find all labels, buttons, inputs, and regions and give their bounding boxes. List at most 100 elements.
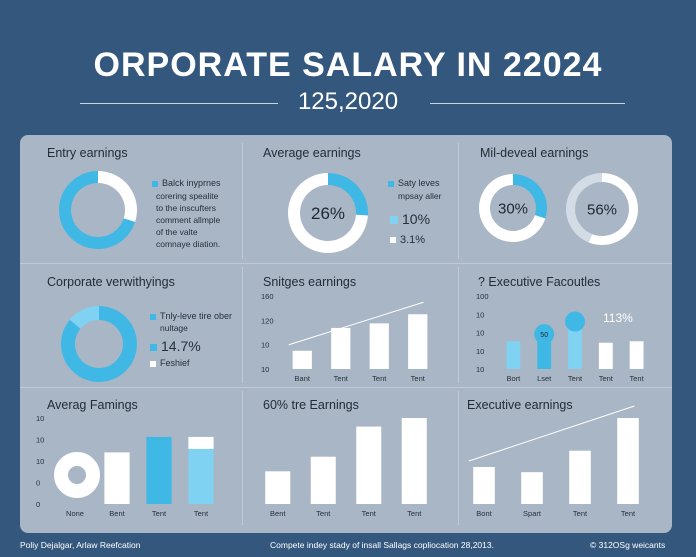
mid1-center-label: 30% [498, 200, 528, 217]
entry-slice-0 [98, 171, 137, 223]
divider [458, 143, 459, 259]
tre-x-label-3: Tent [407, 509, 422, 518]
exec_bottom-bar-3 [617, 418, 639, 504]
average-legend-label: Saty leves [398, 178, 440, 188]
divider [20, 263, 672, 264]
exec-bottom-bar-chart: Bont Spart Tent Tent [468, 405, 639, 518]
corporate-legend-1-label: Tnly-leve tire ober [160, 311, 233, 321]
salaries-bar-3 [408, 314, 428, 369]
executive_top-y-tick: 10 [476, 310, 484, 319]
legend-swatch [150, 313, 156, 320]
executive_top-x-label-1: Lset [537, 374, 552, 383]
salaries-x-label-3: Tent [411, 374, 426, 383]
divider [20, 387, 672, 388]
tre-x-label-1: Tent [316, 509, 331, 518]
avg_bottom-y-tick: 10 [36, 414, 44, 423]
average-legend-sub: mpsay aller [398, 191, 442, 201]
divider [242, 391, 243, 525]
salaries-bar-0 [292, 350, 312, 369]
divider [458, 391, 459, 525]
mid2-slice-1 [566, 173, 602, 243]
entry-note-line: to the inscufters [156, 203, 217, 213]
executive_top-bubble-label: 50 [540, 332, 548, 339]
average-slice-0 [328, 173, 368, 216]
corporate-item-row: Feshief [150, 358, 190, 368]
avg_bottom-bar-cap-3 [188, 436, 214, 449]
avg_bottom-donut-0 [54, 452, 100, 498]
avg_bottom-x-label-1: Bent [109, 509, 125, 518]
salaries-x-label-2: Tent [372, 374, 387, 383]
executive_top-x-label-3: Tent [599, 374, 614, 383]
avg_bottom-bar-2 [146, 436, 172, 504]
average-donut-chart: 26% [288, 173, 368, 253]
entry-note-line: corering spealite [156, 191, 219, 201]
executive_top-x-label-2: Tent [568, 374, 583, 383]
entry-note: corering spealite to the inscufters comm… [156, 190, 220, 250]
mid2-center-label: 56% [587, 201, 617, 218]
avg_bottom-y-tick: 10 [36, 436, 44, 445]
salaries-y-tick: 10 [261, 365, 269, 374]
executive_top-y-tick: 10 [476, 347, 484, 356]
legend-swatch [150, 343, 157, 351]
divider [458, 267, 459, 383]
executive_top-bubble [534, 324, 555, 345]
corporate-donut-chart [61, 306, 137, 382]
mid-donut-chart-1: 30% [479, 174, 547, 242]
average-slice-1 [288, 173, 368, 253]
avg_bottom-x-label-0: None [66, 509, 84, 518]
avg_bottom-y-tick: 0 [36, 479, 40, 488]
entry-legend-title: Balck inyprnes [152, 178, 221, 188]
executive_top-bar-2 [568, 321, 582, 369]
card-title-mid: Mil-deveal earnings [480, 146, 589, 160]
subtitle-rule-left [80, 103, 278, 104]
avg-bottom-chart: 10 10 10 0 0 None Bent Tent Tent [36, 414, 214, 518]
corporate-item: Feshief [160, 358, 190, 368]
entry-note-line: comment allmple [156, 215, 221, 225]
card-title-avg-bottom: Averag Famings [47, 398, 138, 412]
tre-bar-chart: Bent Tent Tent Tent [265, 418, 427, 518]
salaries-bar-1 [331, 327, 351, 369]
tre-bar-3 [401, 418, 427, 504]
subtitle-rule-right [430, 103, 625, 104]
executive_top-bar-1 [537, 336, 552, 369]
salaries-x-label-0: Bant [295, 374, 311, 383]
salaries-y-tick: 120 [261, 316, 274, 325]
exec_bottom-x-label-2: Tent [573, 509, 588, 518]
legend-swatch [390, 237, 396, 244]
salaries-y-tick: 10 [261, 341, 269, 350]
page-subtitle: 125,2020 [297, 88, 399, 115]
executive_top-bar-0 [506, 341, 521, 369]
corporate-legend-1: Tnly-leve tire ober [150, 311, 232, 321]
card-title-average: Average earnings [263, 146, 361, 160]
average-item-1-value: 10% [402, 211, 431, 227]
tre-x-label-0: Bent [270, 509, 286, 518]
card-title-corporate: Corporate verwithyings [47, 275, 175, 289]
corporate-slice-1 [69, 306, 99, 329]
executive_top-y-tick: 100 [476, 292, 489, 301]
average-legend-item-1: 10% [390, 211, 430, 227]
footer-right: © 312OSg weicants [590, 540, 666, 550]
legend-swatch [150, 360, 156, 367]
executive_top-y-tick: 10 [476, 329, 484, 338]
salaries-bar-chart: 160 120 10 10 Bant Tent Tent Tent [261, 292, 428, 383]
divider [242, 143, 243, 259]
average-legend-item-2: 3.1% [390, 234, 425, 246]
legend-swatch [390, 216, 398, 225]
exec_bottom-trend-line [468, 405, 635, 462]
card-title-salaries: Snitges earnings [263, 275, 357, 289]
avg_bottom-x-label-3: Tent [194, 509, 209, 518]
entry-donut-chart [59, 171, 137, 249]
average-item-2-value: 3.1% [400, 234, 426, 246]
footer-left: Poliy Dejalgar, Arlaw Reefcation [20, 540, 141, 550]
divider [242, 267, 243, 383]
corporate-slice-0 [61, 306, 137, 382]
exec_bottom-bar-0 [473, 467, 495, 504]
executive_top-y-tick: 10 [476, 365, 484, 374]
salaries-bar-2 [369, 323, 389, 369]
tre-bar-0 [265, 471, 291, 504]
salaries-y-tick: 160 [261, 292, 274, 301]
card-title-executive-top: ? Executive Facoutles [478, 275, 601, 289]
avg_bottom-y-tick: 10 [36, 457, 44, 466]
avg_bottom-bar-1 [104, 452, 130, 504]
salaries-x-label-1: Tent [334, 374, 349, 383]
